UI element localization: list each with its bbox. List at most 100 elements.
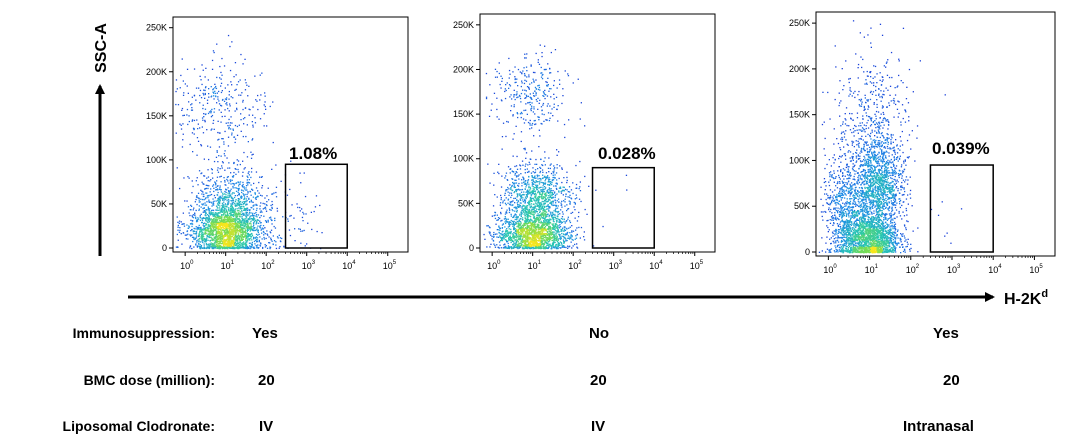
- event-dot: [214, 90, 216, 92]
- event-dot: [516, 231, 518, 233]
- event-dot: [540, 244, 542, 246]
- event-dot: [242, 186, 244, 188]
- event-dot: [538, 246, 541, 248]
- event-dot: [191, 236, 194, 238]
- event-dot: [219, 199, 221, 201]
- event-dot: [232, 232, 234, 234]
- event-dot: [506, 247, 508, 249]
- event-dot: [548, 243, 550, 245]
- event-dot: [224, 244, 227, 246]
- event-dot: [565, 240, 567, 242]
- event-dot: [510, 241, 512, 244]
- event-dot: [230, 214, 232, 216]
- event-dot: [522, 245, 524, 248]
- event-dot: [259, 222, 261, 224]
- event-dot: [223, 247, 225, 249]
- event-dot: [232, 230, 234, 233]
- event-dot: [218, 239, 220, 241]
- event-dot: [246, 124, 248, 126]
- event-dot: [219, 248, 221, 250]
- event-dot: [229, 103, 231, 105]
- event-dot: [520, 240, 522, 242]
- event-dot: [232, 209, 235, 211]
- event-dot: [215, 209, 217, 211]
- event-dot: [216, 241, 218, 244]
- event-dot: [520, 244, 522, 247]
- event-dot: [241, 196, 243, 198]
- event-dot: [196, 195, 198, 197]
- event-dot: [543, 239, 545, 241]
- event-dot: [229, 241, 231, 243]
- event-dot: [234, 110, 236, 112]
- event-dot: [228, 246, 230, 249]
- event-dot: [246, 221, 248, 223]
- event-dot: [522, 232, 524, 234]
- event-dot: [555, 243, 558, 246]
- event-dot: [196, 228, 198, 230]
- event-dot: [239, 246, 241, 249]
- event-dot: [200, 246, 202, 248]
- event-dot: [218, 219, 221, 221]
- event-dot: [221, 195, 223, 197]
- event-dot: [570, 241, 572, 243]
- event-dot: [228, 128, 230, 130]
- event-dot: [219, 221, 222, 223]
- event-dot: [215, 213, 217, 216]
- event-dot: [215, 218, 217, 221]
- event-dot: [483, 233, 485, 236]
- event-dot: [213, 229, 215, 232]
- event-dot: [223, 177, 225, 179]
- event-dot: [527, 213, 529, 215]
- event-dot: [242, 242, 244, 244]
- event-dot: [234, 220, 236, 223]
- event-dot: [493, 234, 495, 236]
- event-dot: [236, 228, 238, 230]
- event-dot: [531, 185, 533, 187]
- event-dot: [539, 170, 542, 173]
- event-dot: [219, 242, 221, 245]
- event-dot: [243, 222, 245, 224]
- event-dot: [195, 99, 197, 101]
- event-dot: [227, 227, 229, 229]
- event-dot: [240, 244, 242, 246]
- event-dot: [555, 202, 557, 204]
- event-dot: [521, 232, 523, 234]
- event-dot: [246, 220, 248, 222]
- event-dot: [202, 217, 204, 219]
- event-dot: [500, 211, 502, 214]
- event-dot: [542, 212, 544, 214]
- event-dot: [235, 88, 237, 91]
- event-dot: [218, 155, 220, 157]
- event-dot: [244, 193, 246, 196]
- event-dot: [523, 244, 525, 246]
- event-dot: [521, 182, 523, 184]
- event-dot: [209, 231, 211, 233]
- event-dot: [228, 221, 230, 223]
- event-dot: [535, 200, 537, 202]
- event-dot: [561, 206, 563, 208]
- event-dot: [528, 225, 530, 227]
- event-dot: [221, 115, 223, 118]
- event-dot: [223, 196, 226, 199]
- event-dot: [235, 240, 237, 242]
- event-dot: [254, 243, 256, 245]
- event-dot: [567, 235, 570, 237]
- event-dot: [243, 195, 246, 197]
- event-dot: [545, 223, 547, 225]
- event-dot: [299, 172, 301, 174]
- event-dot: [177, 239, 179, 241]
- event-dot: [227, 242, 230, 244]
- event-dot: [542, 234, 544, 237]
- event-dot: [183, 114, 185, 116]
- event-dot: [530, 227, 532, 229]
- event-dot: [551, 237, 554, 239]
- event-dot: [547, 223, 549, 225]
- event-dot: [199, 214, 201, 217]
- event-dot: [559, 244, 561, 246]
- event-dot: [211, 232, 214, 234]
- event-dot: [519, 246, 521, 248]
- event-dot: [227, 122, 229, 124]
- event-dot: [494, 233, 496, 235]
- event-dot: [240, 119, 242, 121]
- event-dot: [232, 222, 234, 224]
